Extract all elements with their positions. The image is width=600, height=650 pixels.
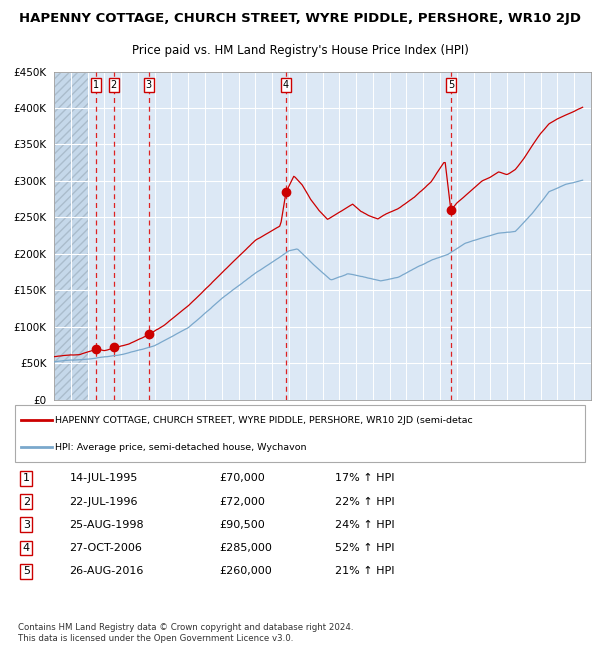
Text: 3: 3	[146, 80, 152, 90]
Text: 24% ↑ HPI: 24% ↑ HPI	[335, 520, 394, 530]
FancyBboxPatch shape	[15, 406, 585, 462]
Text: 26-AUG-2016: 26-AUG-2016	[70, 566, 144, 576]
Text: £90,500: £90,500	[220, 520, 265, 530]
Text: 3: 3	[23, 520, 30, 530]
Text: 1: 1	[23, 473, 30, 484]
Text: 14-JUL-1995: 14-JUL-1995	[70, 473, 138, 484]
Text: 4: 4	[283, 80, 289, 90]
Text: HPI: Average price, semi-detached house, Wychavon: HPI: Average price, semi-detached house,…	[55, 443, 307, 452]
Text: 1: 1	[94, 80, 100, 90]
Text: 21% ↑ HPI: 21% ↑ HPI	[335, 566, 394, 576]
Text: 4: 4	[23, 543, 30, 553]
Text: 27-OCT-2006: 27-OCT-2006	[70, 543, 142, 553]
Polygon shape	[54, 72, 88, 400]
Text: 22% ↑ HPI: 22% ↑ HPI	[335, 497, 394, 506]
Text: £285,000: £285,000	[220, 543, 272, 553]
Text: Contains HM Land Registry data © Crown copyright and database right 2024.
This d: Contains HM Land Registry data © Crown c…	[18, 623, 353, 643]
Text: Price paid vs. HM Land Registry's House Price Index (HPI): Price paid vs. HM Land Registry's House …	[131, 44, 469, 57]
Text: 5: 5	[448, 80, 454, 90]
Text: 2: 2	[23, 497, 30, 506]
Text: £70,000: £70,000	[220, 473, 265, 484]
Text: 5: 5	[23, 566, 30, 576]
Text: £72,000: £72,000	[220, 497, 265, 506]
Text: 52% ↑ HPI: 52% ↑ HPI	[335, 543, 394, 553]
Text: 17% ↑ HPI: 17% ↑ HPI	[335, 473, 394, 484]
Text: 25-AUG-1998: 25-AUG-1998	[70, 520, 144, 530]
Text: HAPENNY COTTAGE, CHURCH STREET, WYRE PIDDLE, PERSHORE, WR10 2JD (semi-detac: HAPENNY COTTAGE, CHURCH STREET, WYRE PID…	[55, 416, 473, 425]
Text: HAPENNY COTTAGE, CHURCH STREET, WYRE PIDDLE, PERSHORE, WR10 2JD: HAPENNY COTTAGE, CHURCH STREET, WYRE PID…	[19, 12, 581, 25]
Text: 2: 2	[110, 80, 116, 90]
Text: 22-JUL-1996: 22-JUL-1996	[70, 497, 138, 506]
Text: £260,000: £260,000	[220, 566, 272, 576]
